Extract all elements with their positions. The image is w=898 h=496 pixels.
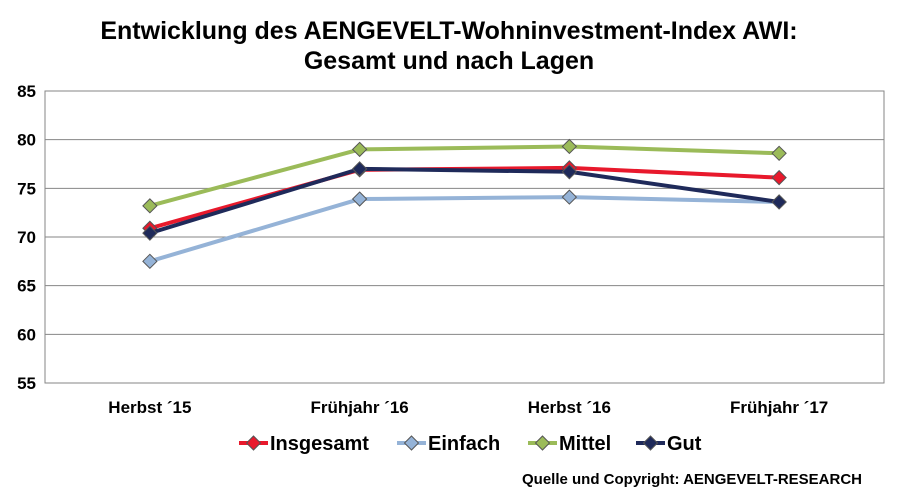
legend-marker-mittel — [534, 435, 551, 451]
source-note: Quelle und Copyright: AENGEVELT-RESEARCH — [521, 471, 862, 488]
y-tick-label: 75 — [17, 179, 36, 198]
legend-item-gut: Gut — [636, 433, 702, 455]
legend: Insgesamt Einfach Mittel Gut — [239, 433, 702, 455]
data-point-mittel — [771, 145, 787, 162]
gridlines — [45, 139, 884, 335]
x-tick-label: Herbst ´15 — [108, 398, 191, 417]
series-line-gut — [147, 166, 782, 236]
x-axis: Herbst ´15 Frühjahr ´16 Herbst ´16 Frühjahr… — [108, 398, 828, 417]
data-point-insgesamt — [771, 169, 787, 186]
data-point-mittel — [561, 138, 578, 155]
x-tick-label: Frühjahr ´16 — [311, 398, 409, 417]
legend-item-mittel: Mittel — [528, 433, 611, 455]
legend-item-einfach: Einfach — [397, 433, 500, 455]
chart-title: Entwicklung des AENGEVELT-Wohninvestment… — [100, 17, 798, 45]
series-line-einfach — [147, 195, 782, 264]
data-point-gut — [142, 225, 158, 241]
series-gut — [142, 161, 787, 241]
x-tick-label: Frühjahr ´17 — [730, 398, 828, 417]
data-point-gut — [561, 164, 578, 180]
legend-label-insgesamt: Insgesamt — [270, 433, 369, 455]
data-point-mittel — [351, 141, 368, 158]
y-axis: 55 60 65 70 75 80 85 — [17, 82, 36, 393]
legend-marker-gut — [642, 435, 659, 451]
legend-marker-einfach — [403, 435, 420, 451]
data-point-einfach — [142, 253, 158, 270]
series-mittel — [142, 138, 787, 214]
y-tick-label: 70 — [17, 228, 36, 247]
data-point-gut — [351, 161, 368, 177]
y-tick-label: 55 — [17, 374, 36, 393]
y-tick-label: 60 — [17, 325, 36, 344]
legend-label-mittel: Mittel — [559, 433, 611, 455]
data-point-gut — [771, 194, 787, 210]
y-tick-label: 85 — [17, 82, 36, 101]
data-point-mittel — [142, 198, 158, 214]
y-tick-label: 65 — [17, 277, 36, 296]
x-tick-label: Herbst ´16 — [528, 398, 611, 417]
data-point-einfach — [561, 189, 578, 205]
legend-marker-insgesamt — [245, 435, 262, 451]
series-line-mittel — [147, 144, 782, 208]
legend-label-gut: Gut — [667, 433, 702, 455]
data-point-einfach — [351, 191, 368, 207]
legend-label-einfach: Einfach — [428, 433, 500, 455]
chart-subtitle: Gesamt und nach Lagen — [303, 47, 595, 75]
y-tick-label: 80 — [17, 131, 36, 150]
legend-item-insgesamt: Insgesamt — [239, 433, 369, 455]
series-layer — [142, 138, 787, 270]
